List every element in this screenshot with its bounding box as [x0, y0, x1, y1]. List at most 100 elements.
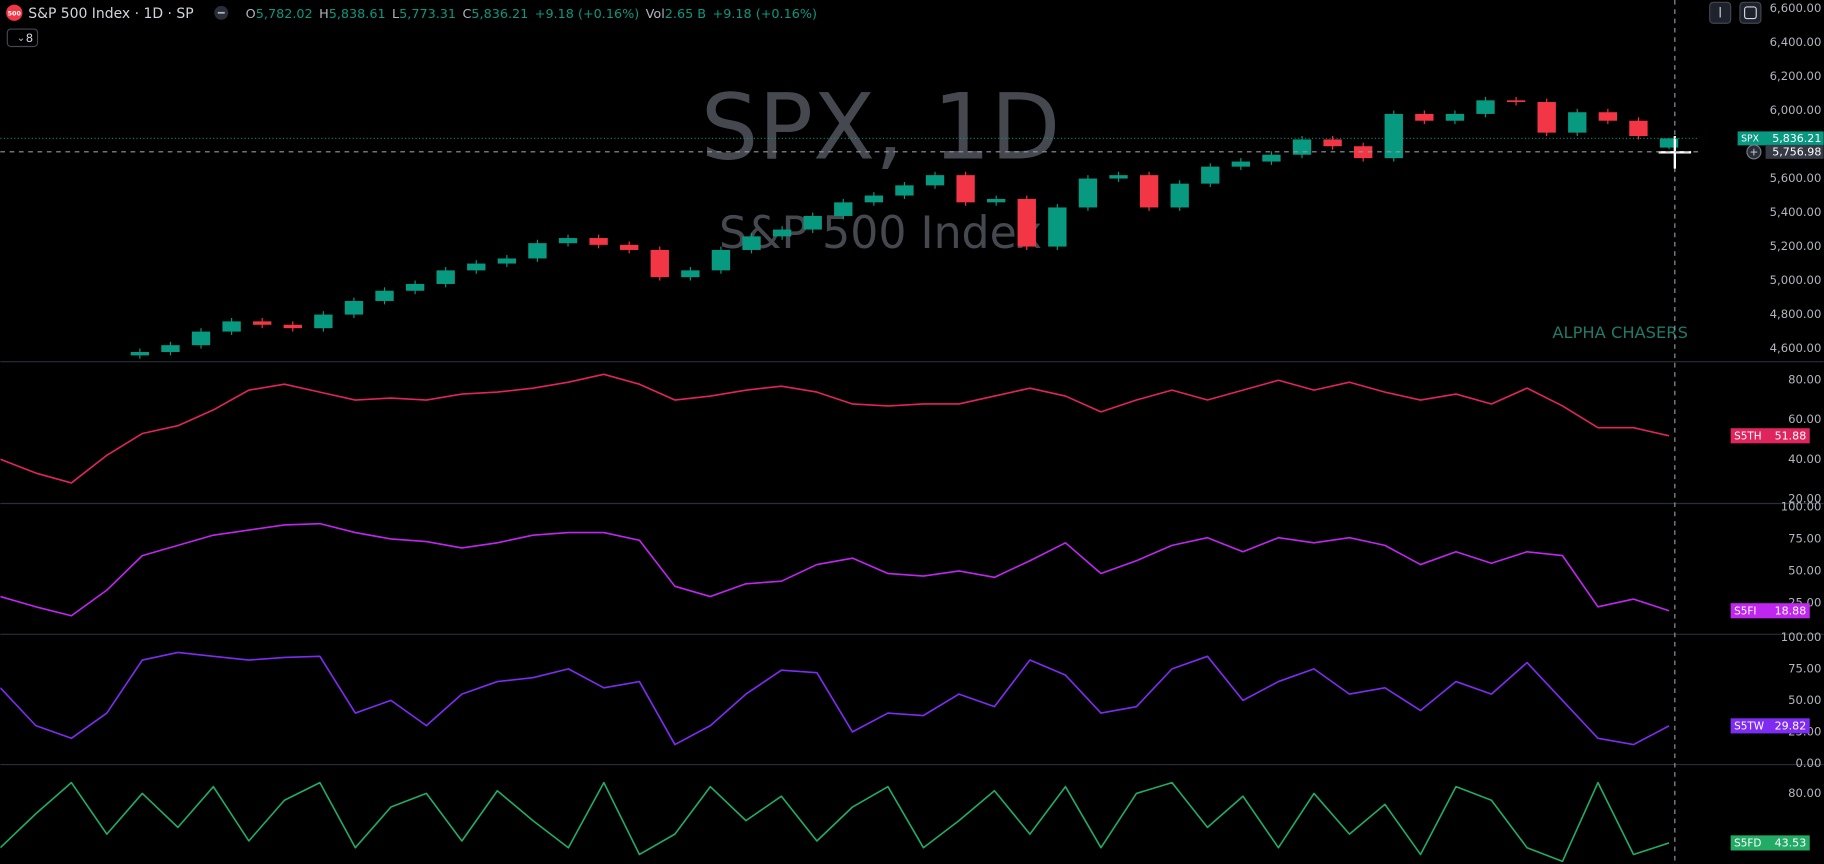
candle-body [956, 175, 975, 203]
y-tick-label: 75.00 [1788, 531, 1821, 545]
indicator-name: S5FD [1734, 838, 1761, 850]
low-label: L [392, 6, 400, 21]
indicator-count: 8 [26, 31, 33, 45]
y-tick-label: 50.00 [1788, 563, 1821, 577]
indicator-value: 43.53 [1775, 837, 1807, 850]
collapse-arrow: ⌄ [17, 32, 26, 44]
indicator-line [0, 522, 1670, 617]
indicator-line [0, 373, 1670, 484]
y-tick-label: 80.00 [1788, 373, 1821, 387]
indicator-value: 29.82 [1775, 719, 1807, 732]
y-tick-label: 60.00 [1788, 412, 1821, 426]
volume-value: 2.65 B [665, 6, 706, 21]
candle-body [1384, 113, 1403, 159]
candle-body [742, 236, 761, 250]
indicator-line [0, 781, 1670, 863]
y-tick-label: 5,600.00 [1770, 171, 1822, 185]
y-tick-label: 6,600.00 [1770, 1, 1822, 15]
candle-body [314, 314, 333, 329]
watermark-title: SPX, 1D [701, 76, 1061, 181]
add-alert-button[interactable] [1746, 144, 1762, 160]
candle-body [1017, 198, 1036, 247]
crosshair-value: 5,756.98 [1772, 145, 1821, 158]
last-price-tag [1737, 131, 1824, 146]
indicator-tag [1730, 718, 1810, 734]
candle-body [1598, 112, 1618, 121]
candle-body [558, 238, 578, 244]
symbol-title[interactable]: S&P 500 Index · 1D · SP [28, 6, 193, 22]
volume-label: Vol [646, 6, 665, 21]
candle-body [1506, 100, 1526, 103]
candle-body [344, 300, 364, 315]
candle-body [1415, 113, 1434, 121]
candle-body [253, 321, 272, 325]
y-tick-label: 0.00 [1795, 756, 1821, 770]
y-tick-label: 80.00 [1788, 786, 1821, 800]
candle-body [191, 331, 211, 346]
candle-body [528, 243, 547, 259]
symbol-icon-text: 500 [8, 9, 22, 17]
y-tick-label: 5,000.00 [1770, 273, 1822, 287]
y-tick-label: 6,000.00 [1770, 103, 1822, 117]
candle-body [1659, 138, 1679, 148]
candle-body [1139, 175, 1159, 208]
candle-body [1292, 139, 1312, 155]
y-tick-label: 6,200.00 [1770, 69, 1822, 83]
y-tick-label: 6,400.00 [1770, 35, 1822, 49]
pane [130, 96, 1679, 359]
open-value: 5,782.02 [256, 6, 313, 21]
candle-body [1231, 161, 1251, 167]
symbol-icon[interactable] [6, 4, 23, 21]
change-value: +9.18 (+0.16%) [535, 6, 640, 21]
high-value: 5,838.61 [329, 6, 386, 21]
y-tick-label: 100.00 [1781, 630, 1822, 644]
volume-change: +9.18 (+0.16%) [712, 6, 817, 21]
indicator-value: 18.88 [1775, 604, 1807, 617]
candle-body [375, 290, 394, 301]
last-price-symbol: SPX [1741, 133, 1760, 144]
candle-body [650, 249, 669, 278]
indicator-name: S5FI [1734, 605, 1756, 617]
candle-body [1629, 120, 1648, 137]
candle-body [130, 351, 150, 356]
indicator-name: S5TH [1734, 430, 1762, 442]
ohlc-legend: O5,782.02 H5,838.61 L5,773.31 C5,836.21 … [246, 6, 817, 21]
candle-body [1568, 112, 1587, 133]
indicator-tag [1730, 603, 1810, 619]
y-tick-label: 50.00 [1788, 693, 1821, 707]
panes [0, 96, 1679, 863]
pane [0, 651, 1670, 746]
indicator-value: 51.88 [1775, 429, 1807, 442]
candle-body [1048, 207, 1067, 247]
candle-body [620, 244, 639, 250]
open-label: O [246, 6, 256, 21]
y-tick-label: 40.00 [1788, 452, 1821, 466]
candle-body [436, 270, 455, 284]
y-tick-label: 20.00 [1788, 491, 1821, 505]
candle-body [589, 238, 608, 245]
pane [0, 781, 1670, 863]
candle-body [864, 195, 884, 203]
candle-body [1078, 178, 1098, 208]
candle-body [405, 283, 425, 291]
watermark-subtitle: S&P 500 Index [719, 208, 1042, 259]
candle-body [283, 324, 302, 329]
candle-body [1537, 102, 1556, 133]
y-tick-label: 4,600.00 [1770, 341, 1822, 355]
candle-body [834, 202, 853, 216]
low-value: 5,773.31 [399, 6, 456, 21]
candle-body [1262, 154, 1281, 162]
indicators-toggle[interactable] [6, 28, 39, 48]
candle-body [925, 175, 945, 186]
candle-body [1170, 183, 1189, 208]
y-tick-label: 4,800.00 [1770, 307, 1822, 321]
add-alert-plus: + [1750, 146, 1759, 158]
candle-body [497, 258, 517, 264]
fullscreen-button[interactable] [1739, 1, 1762, 24]
candle-body [1323, 139, 1342, 147]
pane [0, 522, 1670, 617]
candle-body [222, 321, 241, 332]
